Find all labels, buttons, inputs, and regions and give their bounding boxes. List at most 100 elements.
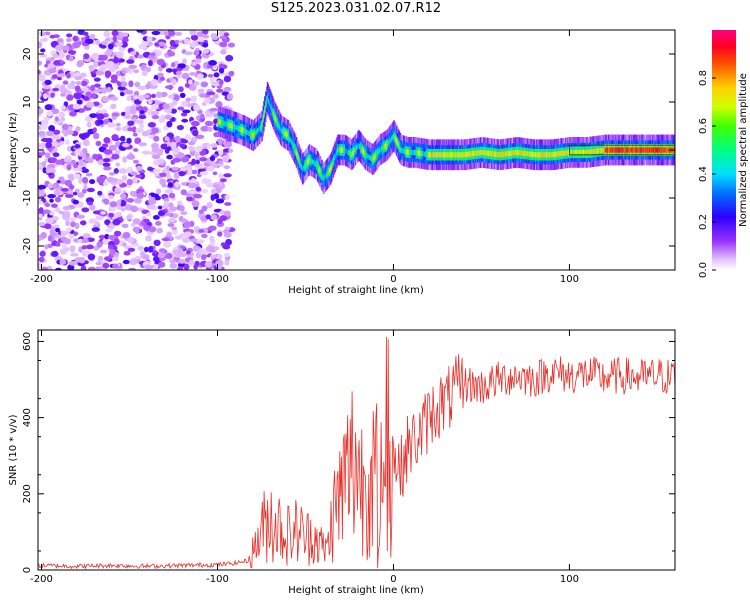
heatmap-ridge-cell [588, 149, 591, 155]
heatmap-ridge-cell [400, 147, 402, 153]
heatmap-ridge-cell [274, 115, 277, 121]
heatmap-ridge-cell [272, 111, 275, 117]
heatmap-noise-cell [55, 241, 61, 247]
heatmap-noise-cell [204, 120, 213, 127]
heatmap-ridge-cell [491, 151, 493, 157]
heatmap-ridge-cell [531, 151, 533, 158]
heatmap-noise-cell [129, 51, 137, 56]
heatmap-noise-cell [115, 178, 123, 185]
heatmap-noise-cell [165, 85, 174, 89]
heatmap-ridge-cell [397, 140, 399, 146]
heatmap-noise-cell [181, 72, 190, 80]
heatmap-noise-cell [57, 76, 62, 81]
heatmap-ridge-cell [401, 147, 403, 153]
heatmap-noise-cell [167, 182, 174, 188]
heatmap-noise-cell [92, 153, 99, 160]
heatmap-noise-cell [103, 198, 110, 205]
heatmap-ridge-cell [623, 147, 625, 153]
heatmap-noise-cell [42, 37, 48, 42]
heatmap-noise-cell [126, 178, 134, 186]
heatmap-noise-cell [218, 160, 223, 165]
heatmap-noise-cell [150, 104, 159, 110]
heatmap-noise-cell [190, 238, 199, 243]
heatmap-noise-cell [188, 141, 196, 146]
heatmap-ridge-cell [636, 147, 638, 153]
y-tick-label: 200 [22, 484, 33, 503]
heatmap-ridge-cell [473, 150, 475, 157]
heatmap-ridge-cell [333, 157, 335, 163]
heatmap-noise-cell [38, 74, 46, 82]
heatmap-ridge-cell [442, 152, 445, 158]
heatmap-noise-cell [204, 261, 213, 268]
heatmap-ridge-cell [227, 121, 229, 128]
heatmap-ridge-cell [480, 149, 482, 156]
heatmap-noise-cell [89, 179, 96, 185]
heatmap-ridge-cell [569, 149, 571, 156]
heatmap-noise-cell [179, 245, 186, 250]
heatmap-noise-cell [104, 228, 113, 233]
heatmap-noise-cell [223, 229, 229, 234]
heatmap-noise-cell [193, 104, 201, 112]
heatmap-noise-cell [90, 84, 96, 92]
heatmap-noise-cell [50, 232, 58, 237]
heatmap-noise-cell [95, 39, 101, 45]
heatmap-noise-cell [81, 152, 86, 159]
heatmap-ridge-cell [294, 147, 297, 153]
heatmap-noise-cell [173, 39, 180, 45]
heatmap-noise-cell [73, 163, 79, 169]
heatmap-noise-cell [126, 59, 135, 64]
heatmap-noise-cell [134, 227, 140, 235]
heatmap-ridge-cell [384, 143, 387, 150]
heatmap-noise-cell [61, 242, 67, 249]
heatmap-noise-cell [198, 229, 205, 233]
heatmap-ridge-cell [343, 147, 345, 153]
heatmap-ridge-cell [306, 160, 308, 166]
heatmap-ridge-cell [558, 151, 560, 157]
heatmap-ridge-cell [245, 129, 247, 135]
heatmap-noise-cell [217, 231, 223, 237]
heatmap-ridge-cell [570, 149, 572, 156]
heatmap-ridge-cell [481, 149, 483, 156]
heatmap-ridge-cell [359, 143, 361, 150]
heatmap-noise-cell [72, 191, 78, 196]
heatmap-noise-cell [157, 211, 165, 217]
heatmap-noise-cell [124, 113, 131, 119]
heatmap-ridge-cell [290, 138, 292, 144]
heatmap-noise-cell [44, 31, 51, 36]
heatmap-noise-cell [223, 75, 232, 83]
heatmap-noise-cell [78, 177, 83, 184]
heatmap-ridge-cell [493, 151, 496, 157]
heatmap-ridge-cell [435, 152, 438, 158]
heatmap-ridge-cell [358, 142, 360, 148]
heatmap-noise-cell [136, 165, 143, 172]
heatmap-noise-cell [86, 201, 94, 206]
heatmap-ridge-cell [432, 152, 434, 158]
heatmap-noise-cell [200, 113, 205, 120]
heatmap-noise-cell [60, 188, 69, 192]
heatmap-ridge-cell [260, 124, 262, 130]
heatmap-noise-cell [223, 141, 233, 148]
heatmap-ridge-cell [231, 123, 233, 129]
heatmap-ridge-cell [660, 147, 662, 153]
heatmap-noise-cell [51, 250, 59, 257]
heatmap-noise-cell [223, 38, 230, 43]
heatmap-ridge-cell [326, 171, 328, 177]
heatmap-noise-cell [104, 219, 111, 226]
heatmap-noise-cell [108, 212, 114, 218]
heatmap-ridge-cell [615, 147, 617, 153]
heatmap-noise-cell [153, 239, 161, 246]
heatmap-noise-cell [85, 38, 94, 44]
heatmap-noise-cell [226, 93, 234, 100]
heatmap-ridge-cell [438, 152, 440, 158]
heatmap-ridge-cell [230, 123, 233, 129]
heatmap-noise-cell [206, 245, 215, 252]
heatmap-noise-cell [92, 101, 100, 107]
heatmap-ridge-cell [354, 147, 357, 153]
heatmap-noise-cell [54, 116, 59, 122]
heatmap-ridge-cell [257, 128, 259, 134]
heatmap-ridge-cell [379, 147, 381, 153]
heatmap-noise-cell [201, 101, 207, 106]
heatmap-noise-cell [126, 137, 132, 144]
heatmap-noise-cell [151, 146, 161, 153]
heatmap-noise-cell [61, 123, 69, 130]
